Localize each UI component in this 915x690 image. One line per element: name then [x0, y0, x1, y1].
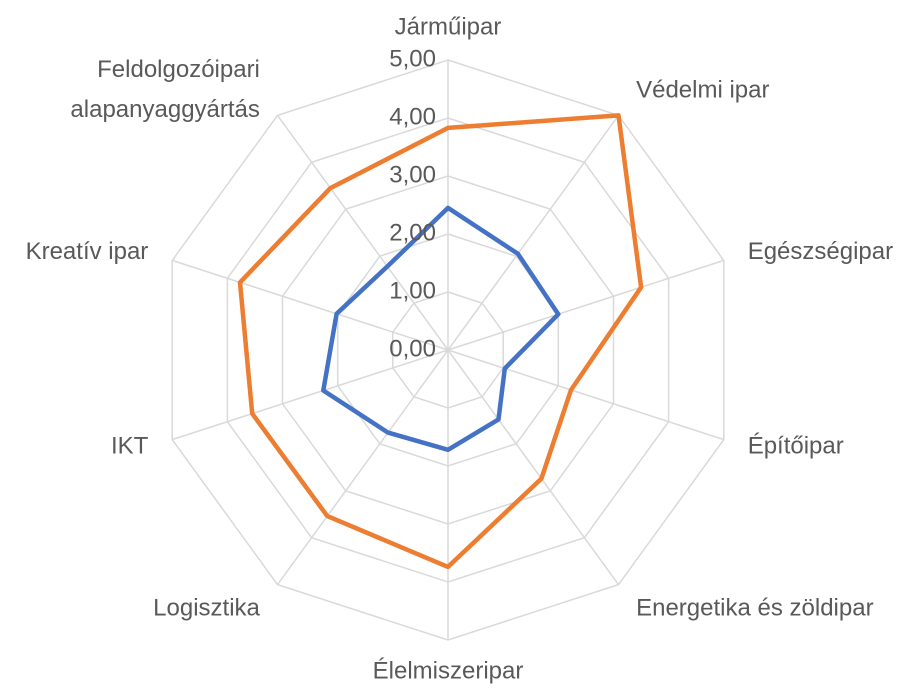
spoke [447, 114, 620, 351]
spoke [447, 259, 725, 351]
category-label: Védelmi ipar [636, 76, 769, 103]
tick-label: 3,00 [389, 161, 436, 188]
category-label: Járműipar [395, 13, 502, 40]
spoke [171, 349, 449, 441]
tick-label: 5,00 [389, 45, 436, 72]
category-label: Építőipar [748, 433, 844, 460]
series-line [321, 205, 561, 453]
category-label: Energetika és zöldipar [636, 594, 873, 621]
tick-label: 2,00 [389, 219, 436, 246]
tick-label: 1,00 [389, 277, 436, 304]
tick-label: 4,00 [389, 103, 436, 130]
tick-label: 0,00 [389, 335, 436, 362]
category-label: Kreatív ipar [26, 238, 149, 265]
spoke [276, 349, 449, 586]
spoke [171, 259, 449, 351]
series-line [237, 113, 644, 570]
category-label: IKT [111, 433, 149, 460]
spoke [447, 349, 725, 441]
category-label: Egészségipar [748, 238, 893, 265]
category-label: Feldolgozóipari alapanyaggyártás [70, 56, 259, 123]
category-label: Élelmiszeripar [373, 657, 524, 684]
category-label: Logisztika [153, 594, 260, 621]
spoke [276, 114, 449, 351]
spoke [447, 349, 620, 586]
